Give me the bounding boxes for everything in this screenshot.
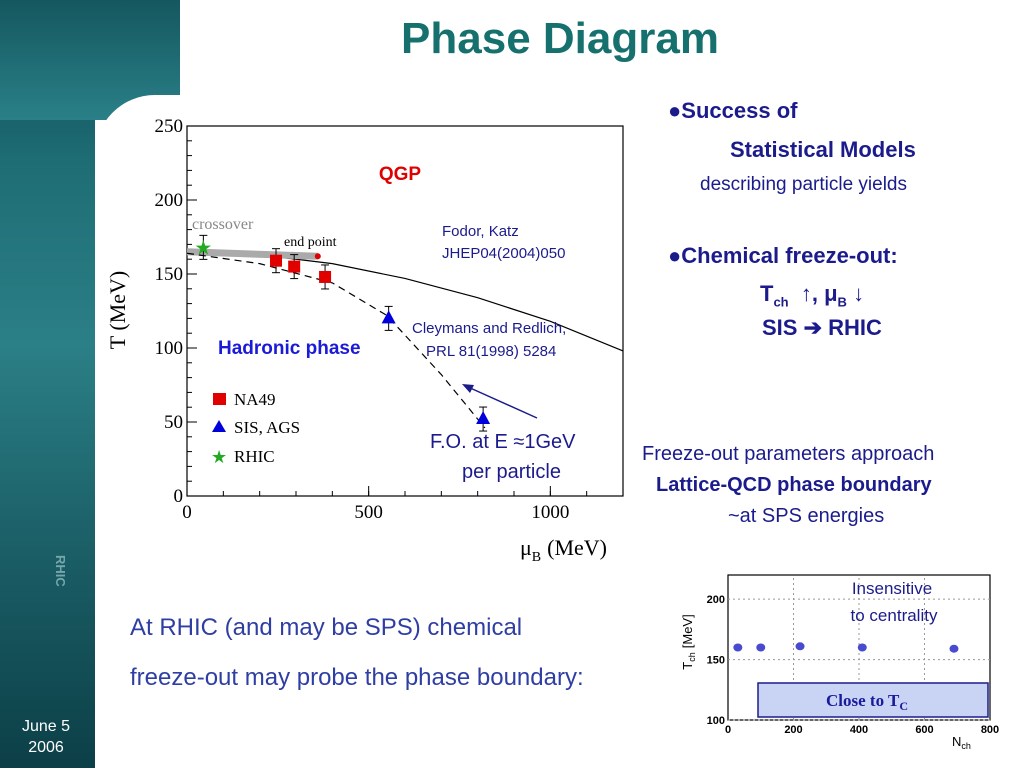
- hadronic-phase-label: Hadronic phase: [218, 338, 361, 359]
- rhic-watermark-logo: RHIC: [53, 555, 68, 587]
- rhic-point: ★: [194, 237, 212, 259]
- curve-thick-gray: [186, 248, 318, 260]
- inset-y-tick-label: 100: [707, 715, 725, 727]
- legend-rhic-marker: ★: [211, 447, 227, 467]
- crossover-label: crossover: [192, 216, 254, 233]
- y-tick-label: 150: [155, 264, 184, 285]
- inset-data-point: [949, 644, 959, 653]
- sis-ags-point: [381, 310, 396, 324]
- freezeout-arrow-line: [467, 386, 538, 419]
- na49-point: [319, 270, 332, 283]
- na49-point: [270, 254, 283, 267]
- content-corner: [95, 95, 215, 215]
- close-to-tc-label: Close to TC: [826, 691, 908, 713]
- legend-na49-label: NA49: [234, 390, 276, 409]
- cleymans-label-2: PRL 81(1998) 5284: [426, 343, 556, 360]
- x-axis-label: μB (MeV): [520, 535, 607, 565]
- page-title: Phase Diagram: [401, 14, 719, 63]
- inset-x-tick-label: 800: [981, 724, 999, 736]
- inset-data-point: [857, 643, 867, 652]
- x-tick-label: 500: [354, 502, 383, 523]
- inset-x-tick-label: 0: [725, 724, 731, 736]
- end-point-label: end point: [284, 235, 337, 250]
- inset-y-tick-label: 200: [707, 594, 725, 606]
- bottom-text-2: freeze-out may probe the phase boundary:: [130, 664, 584, 691]
- legend-na49-marker: [213, 393, 226, 405]
- qgp-label: QGP: [379, 164, 422, 185]
- inset-x-tick-label: 200: [784, 724, 802, 736]
- legend-sis-marker: [212, 420, 226, 432]
- cleymans-label-1: Cleymans and Redlich,: [412, 320, 566, 337]
- end-point-marker: [314, 253, 321, 260]
- bullet-success-desc: describing particle yields: [700, 174, 907, 195]
- freezeout-note-1: Freeze-out parameters approach: [642, 443, 935, 465]
- slide-sidebar: [0, 0, 95, 768]
- inset-data-point: [756, 643, 766, 652]
- inset-y-tick-label: 150: [707, 655, 725, 667]
- bullet-success-head: ●Success of: [668, 98, 798, 123]
- y-tick-label: 0: [174, 486, 184, 507]
- y-tick-label: 50: [164, 412, 183, 433]
- y-tick-label: 100: [155, 338, 184, 359]
- fodor-label-1: Fodor, Katz: [442, 223, 519, 240]
- close-to-tc-box: [757, 682, 989, 718]
- bullet-success-sub: Statistical Models: [730, 137, 916, 162]
- x-tick-label: 1000: [531, 502, 569, 523]
- date-line-2: 2006: [28, 739, 64, 756]
- inset-y-label: Tch[MeV]: [680, 614, 697, 669]
- legend-sis-label: SIS, AGS: [234, 418, 300, 437]
- bullet-chemical-params: Tch ↑, μB ↓: [760, 281, 865, 310]
- inset-x-tick-label: 600: [915, 724, 933, 736]
- bullet-chemical-head: ●Chemical freeze-out:: [668, 243, 898, 268]
- na49-point: [288, 260, 301, 273]
- bullet-chemical-sis: SIS ➔ RHIC: [762, 315, 882, 340]
- curve-dashed: [186, 252, 486, 429]
- inset-data-point: [733, 643, 743, 652]
- centrality-inset-plot: 100 150 200 0 200 400 600 800 Close to TC Insen…: [680, 574, 999, 751]
- y-tick-label: 200: [155, 190, 184, 211]
- y-axis-label: T (MeV): [105, 271, 130, 349]
- freezeout-arrow-head: [462, 384, 474, 393]
- bottom-text-1: At RHIC (and may be SPS) chemical: [130, 614, 523, 641]
- date-line-1: June 5: [21, 718, 71, 735]
- slide-date: June 5 2006: [0, 716, 92, 758]
- y-tick-label: 250: [155, 116, 184, 137]
- inset-note-1: Insensitive: [852, 579, 932, 598]
- inset-x-label: Nch: [952, 734, 971, 751]
- freezeout-note-2: Lattice-QCD phase boundary: [656, 474, 932, 496]
- inset-x-tick-label: 400: [850, 724, 868, 736]
- legend-rhic-label: RHIC: [234, 447, 275, 466]
- freezeout-energy-label-1: F.O. at E ≈1GeV: [430, 431, 576, 453]
- x-tick-label: 0: [182, 502, 192, 523]
- inset-note-2: to centrality: [851, 606, 938, 625]
- fodor-label-2: JHEP04(2004)050: [442, 245, 565, 262]
- freezeout-energy-label-2: per particle: [462, 461, 561, 483]
- inset-data-point: [795, 642, 805, 651]
- sis-ags-point: [476, 411, 491, 425]
- freezeout-note-3: ~at SPS energies: [728, 505, 885, 527]
